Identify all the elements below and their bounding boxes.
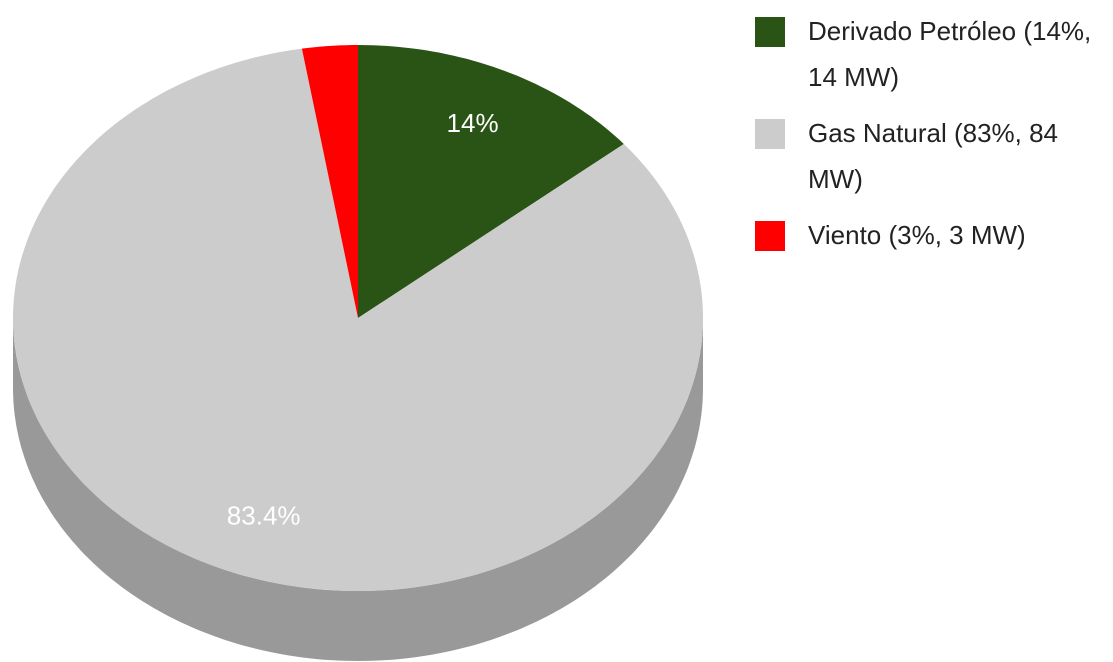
slice: [358, 45, 624, 318]
legend-item: Derivado Petróleo (14%, 14 MW): [755, 8, 1107, 100]
legend: Derivado Petróleo (14%, 14 MW) Gas Natura…: [755, 8, 1107, 268]
slice-side: [13, 318, 703, 661]
legend-item: Viento (3%, 3 MW): [755, 212, 1107, 258]
slice-label: 83.4%: [227, 500, 301, 530]
slice: [301, 45, 358, 318]
slice-label: 14%: [447, 108, 499, 138]
pie-area: 14% 83.4%: [13, 45, 703, 661]
legend-label: Viento (3%, 3 MW): [808, 220, 1026, 250]
legend-swatch: [755, 221, 785, 251]
legend-swatch: [755, 119, 785, 149]
slice: [13, 48, 703, 592]
legend-item: Gas Natural (83%, 84 MW): [755, 110, 1107, 202]
legend-label: Gas Natural (83%, 84 MW): [808, 118, 1059, 194]
legend-swatch: [755, 17, 785, 47]
legend-label: Derivado Petróleo (14%, 14 MW): [808, 16, 1092, 92]
